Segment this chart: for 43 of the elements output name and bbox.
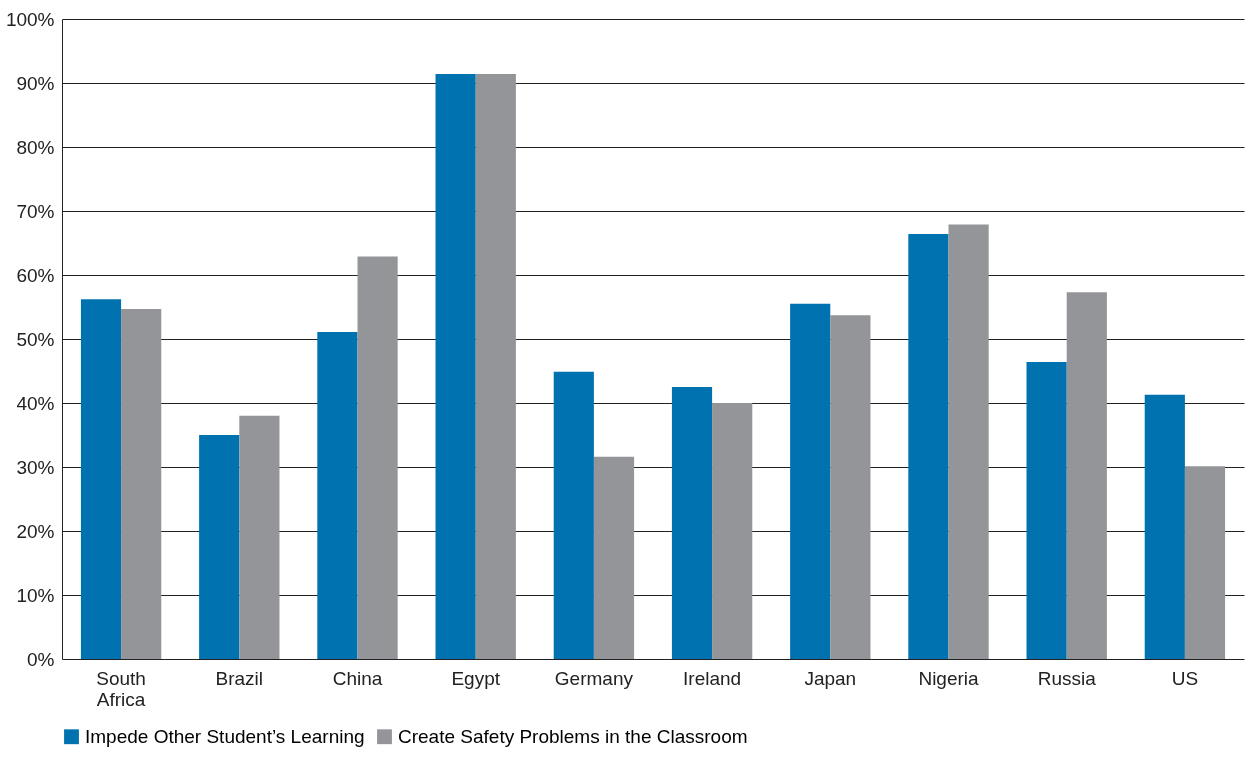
bar xyxy=(948,224,989,659)
bar xyxy=(1144,394,1185,659)
x-tick-label: Japan xyxy=(804,667,857,689)
y-tick-label: 50% xyxy=(16,328,55,350)
y-tick-label: 70% xyxy=(16,200,55,222)
bar xyxy=(593,456,635,659)
bar xyxy=(317,331,358,659)
x-tick-label: Nigeria xyxy=(918,667,980,689)
bar xyxy=(80,299,122,659)
x-tick-label: Brazil xyxy=(215,667,264,689)
bar xyxy=(790,303,831,659)
x-tick-label: Russia xyxy=(1037,667,1097,689)
bar xyxy=(1026,362,1067,659)
y-tick-label: 90% xyxy=(16,72,55,94)
x-tick-label: Egypt xyxy=(451,667,501,689)
y-tick-label: 80% xyxy=(16,136,55,158)
bar xyxy=(671,387,713,659)
x-tick-label: Ireland xyxy=(683,667,742,689)
y-tick-label: 60% xyxy=(16,264,55,286)
bar xyxy=(475,74,516,659)
bar xyxy=(830,315,871,659)
legend-label: Create Safety Problems in the Classroom xyxy=(398,725,748,747)
y-tick-label: 100% xyxy=(5,8,55,30)
bar xyxy=(121,308,162,659)
x-tick-label: China xyxy=(332,667,383,689)
bar xyxy=(553,371,594,659)
bar xyxy=(1184,466,1226,659)
bar xyxy=(1066,292,1107,659)
x-tick-label: South Africa xyxy=(96,667,146,710)
bar xyxy=(712,403,753,659)
bar xyxy=(435,74,476,659)
y-tick-label: 0% xyxy=(27,648,55,670)
bar xyxy=(199,435,240,659)
bar xyxy=(357,256,398,659)
y-tick-label: 10% xyxy=(16,584,55,606)
bar xyxy=(239,415,280,659)
legend-label: Impede Other Student’s Learning xyxy=(85,725,365,747)
bar xyxy=(908,234,949,659)
x-tick-label: US xyxy=(1171,667,1199,689)
y-tick-label: 30% xyxy=(16,456,55,478)
y-tick-label: 20% xyxy=(16,520,55,542)
x-tick-label: Germany xyxy=(554,667,634,689)
y-tick-label: 40% xyxy=(16,392,55,414)
